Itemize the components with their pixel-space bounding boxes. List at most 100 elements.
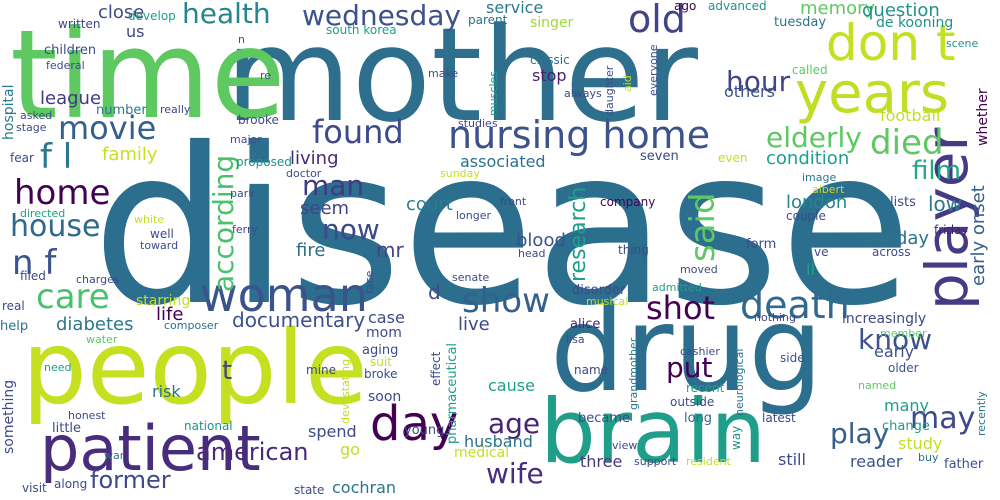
word-really: really: [160, 103, 191, 116]
word-family: family: [102, 144, 158, 165]
word-go: go: [340, 440, 360, 459]
word-little: little: [52, 421, 82, 436]
word-seven: seven: [640, 149, 679, 164]
word-years: years: [795, 61, 950, 126]
word-broke: broke: [364, 367, 398, 381]
word-lisa: lisa: [566, 333, 585, 346]
word-daughter: daughter: [603, 65, 616, 116]
word-composer: composer: [164, 319, 219, 332]
word-senate: senate: [452, 271, 490, 284]
word-mom: mom: [366, 325, 402, 341]
word-proposed: proposed: [236, 155, 292, 169]
word-lists: lists: [890, 195, 916, 210]
word-older: older: [888, 361, 919, 375]
word-across: across: [872, 245, 911, 259]
word-case: case: [368, 308, 405, 327]
word-always: always: [564, 87, 602, 100]
word-longer: longer: [456, 209, 492, 222]
word-service: service: [486, 0, 544, 17]
word-cause: cause: [488, 376, 535, 395]
word-pharmaceutical: pharmaceutical: [445, 342, 460, 444]
word-hour: hour: [726, 65, 791, 98]
word-n: n: [238, 33, 245, 46]
word-research: research: [566, 186, 591, 282]
word-fire: fire: [296, 240, 326, 261]
word-wife: wife: [486, 457, 544, 490]
word-disease: disease: [92, 102, 913, 353]
word-seem: seem: [300, 198, 350, 219]
word-young: young: [404, 423, 445, 438]
word-muscles: muscles: [487, 70, 500, 116]
word-died: died: [870, 123, 944, 163]
word-number: number: [96, 103, 147, 118]
word-house: house: [10, 209, 101, 244]
word-mother: mother: [225, 0, 698, 151]
word-image: image: [802, 171, 837, 184]
word-federal: federal: [46, 59, 85, 72]
word-spend: spend: [308, 422, 357, 441]
word-mr: mr: [376, 238, 404, 262]
word-may: may: [910, 401, 976, 436]
word-death: death: [740, 283, 850, 327]
word-way: way: [729, 425, 743, 450]
word-old: old: [628, 0, 686, 41]
word-even: even: [718, 151, 748, 165]
word-life: life: [156, 304, 184, 325]
word-starring: starring: [136, 293, 191, 309]
word-singer: singer: [530, 15, 574, 31]
word-risk: risk: [152, 382, 181, 401]
word-former: former: [90, 466, 171, 494]
word-blood: blood: [516, 230, 566, 251]
word-found: found: [312, 113, 404, 151]
word-south-korea: south korea: [326, 23, 397, 37]
word-aid: aid: [621, 75, 634, 92]
word-show: show: [462, 281, 550, 321]
word-fear: fear: [10, 151, 34, 165]
word-court: court: [406, 194, 453, 215]
word-couple: couple: [786, 209, 826, 223]
word-outside: outside: [670, 395, 715, 409]
word-close: close: [98, 2, 145, 23]
word-husband: husband: [464, 432, 533, 451]
word-recent: recent: [686, 381, 725, 395]
word-football: football: [880, 106, 941, 125]
word-help: help: [0, 319, 29, 334]
word-hospital: hospital: [1, 84, 17, 140]
word-musical: musical: [586, 295, 629, 308]
word-ve: ve: [814, 245, 829, 259]
word-war: war: [104, 449, 125, 462]
word-classic: classic: [530, 53, 570, 67]
word-neurological: neurological: [733, 348, 746, 416]
word-advanced: advanced: [708, 0, 767, 13]
word-study: study: [898, 434, 943, 453]
word-associated: associated: [460, 152, 546, 171]
word-aging: aging: [362, 343, 399, 358]
word-head: head: [518, 247, 546, 260]
word-brooke: brooke: [238, 113, 279, 127]
word-charges: charges: [76, 273, 120, 286]
word-woman: woman: [200, 268, 368, 322]
word-father: father: [944, 457, 984, 472]
word-scene: scene: [946, 37, 979, 50]
word-albert: albert: [812, 183, 845, 196]
word-memory: memory: [800, 0, 876, 19]
word-three: three: [580, 452, 623, 471]
word-early: early: [874, 342, 915, 361]
word-man: man: [302, 169, 365, 202]
word-visit: visit: [22, 481, 47, 495]
word-cochran: cochran: [332, 478, 397, 497]
word-side: side: [780, 351, 805, 365]
word-make: make: [428, 67, 459, 80]
word-effect: effect: [429, 351, 443, 386]
word-ago: ago: [674, 0, 697, 13]
word-latest: latest: [762, 411, 796, 425]
word-n-f: n f: [12, 243, 57, 283]
word-stop: stop: [532, 66, 567, 85]
word-stage: stage: [16, 121, 47, 134]
word-still: still: [778, 450, 806, 469]
word-water: water: [86, 333, 118, 346]
word-f-l: f l: [40, 137, 73, 177]
word-sunday: sunday: [440, 167, 480, 180]
word-toward: toward: [140, 239, 179, 252]
word-home: home: [14, 173, 111, 213]
